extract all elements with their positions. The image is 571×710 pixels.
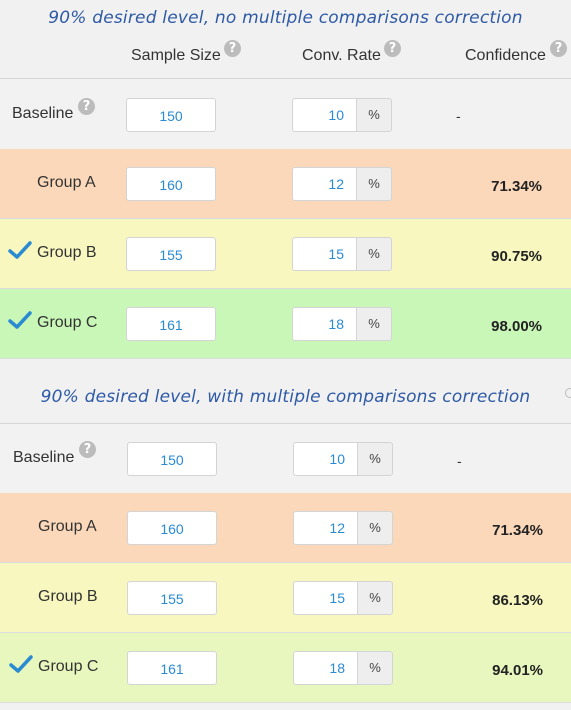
sample-size-input[interactable]: 161 — [127, 651, 217, 685]
section-title: 90% desired level, with multiple compari… — [40, 387, 531, 407]
check-icon — [9, 655, 33, 673]
section-no-correction: 90% desired level, no multiple compariso… — [0, 8, 571, 359]
sample-size-input[interactable]: 160 — [127, 511, 217, 545]
confidence-value: 71.34% — [492, 522, 543, 539]
percent-addon: % — [357, 511, 393, 545]
row-label: Group C — [38, 658, 99, 675]
header-confidence: Confidence — [465, 47, 546, 64]
confidence-value: 94.01% — [492, 662, 543, 679]
percent-addon: % — [357, 442, 393, 476]
scroll-edge-indicator — [565, 388, 571, 398]
conv-rate-input[interactable]: 15 — [293, 581, 357, 615]
row-group-b: Group B 155 15 % 86.13% — [0, 563, 571, 633]
row-group-b: Group B 155 15 % 90.75% — [0, 219, 571, 289]
conv-rate-input[interactable]: 10 — [292, 98, 356, 132]
help-icon[interactable]: ? — [78, 98, 95, 115]
check-icon — [8, 241, 32, 259]
row-group-a: Group A 160 12 % 71.34% — [0, 493, 571, 563]
confidence-value: 90.75% — [491, 248, 542, 265]
help-icon[interactable]: ? — [224, 40, 241, 57]
conv-rate-input[interactable]: 12 — [293, 511, 357, 545]
header-sample-size: Sample Size — [131, 47, 221, 64]
row-baseline: Baseline ? 150 10 % - — [0, 78, 571, 150]
conv-rate-input[interactable]: 15 — [292, 237, 356, 271]
percent-addon: % — [356, 98, 392, 132]
percent-addon: % — [357, 651, 393, 685]
section-title: 90% desired level, no multiple compariso… — [48, 8, 523, 28]
confidence-value: 86.13% — [492, 592, 543, 609]
conv-rate-input[interactable]: 18 — [293, 651, 357, 685]
row-group-c: Group C 161 18 % 94.01% — [0, 633, 571, 703]
row-label: Group A — [38, 518, 97, 535]
percent-addon: % — [357, 581, 393, 615]
check-icon — [8, 311, 32, 329]
conv-rate-input[interactable]: 18 — [292, 307, 356, 341]
sample-size-input[interactable]: 155 — [127, 581, 217, 615]
row-baseline: Baseline ? 150 10 % - — [0, 423, 571, 494]
section-with-correction: 90% desired level, with multiple compari… — [0, 360, 571, 710]
sample-size-input[interactable]: 161 — [126, 307, 216, 341]
percent-addon: % — [356, 167, 392, 201]
row-label: Group C — [37, 314, 98, 331]
percent-addon: % — [356, 307, 392, 341]
header-conv-rate: Conv. Rate — [302, 47, 381, 64]
sample-size-input[interactable]: 160 — [126, 167, 216, 201]
row-label: Baseline — [13, 449, 75, 466]
sample-size-input[interactable]: 150 — [127, 442, 217, 476]
row-label: Group A — [37, 174, 96, 191]
conv-rate-input[interactable]: 10 — [293, 442, 357, 476]
help-icon[interactable]: ? — [79, 441, 96, 458]
row-group-c: Group C 161 18 % 98.00% — [0, 289, 571, 359]
confidence-value: - — [457, 453, 462, 469]
confidence-value: 71.34% — [491, 178, 542, 195]
row-label: Baseline — [12, 105, 74, 122]
row-label: Group B — [38, 588, 98, 605]
conv-rate-input[interactable]: 12 — [292, 167, 356, 201]
help-icon[interactable]: ? — [384, 40, 401, 57]
sample-size-input[interactable]: 155 — [126, 237, 216, 271]
row-group-a: Group A 160 12 % 71.34% — [0, 149, 571, 219]
confidence-value: 98.00% — [491, 318, 542, 335]
row-label: Group B — [37, 244, 97, 261]
help-icon[interactable]: ? — [550, 40, 567, 57]
percent-addon: % — [356, 237, 392, 271]
sample-size-input[interactable]: 150 — [126, 98, 216, 132]
confidence-value: - — [456, 108, 461, 124]
